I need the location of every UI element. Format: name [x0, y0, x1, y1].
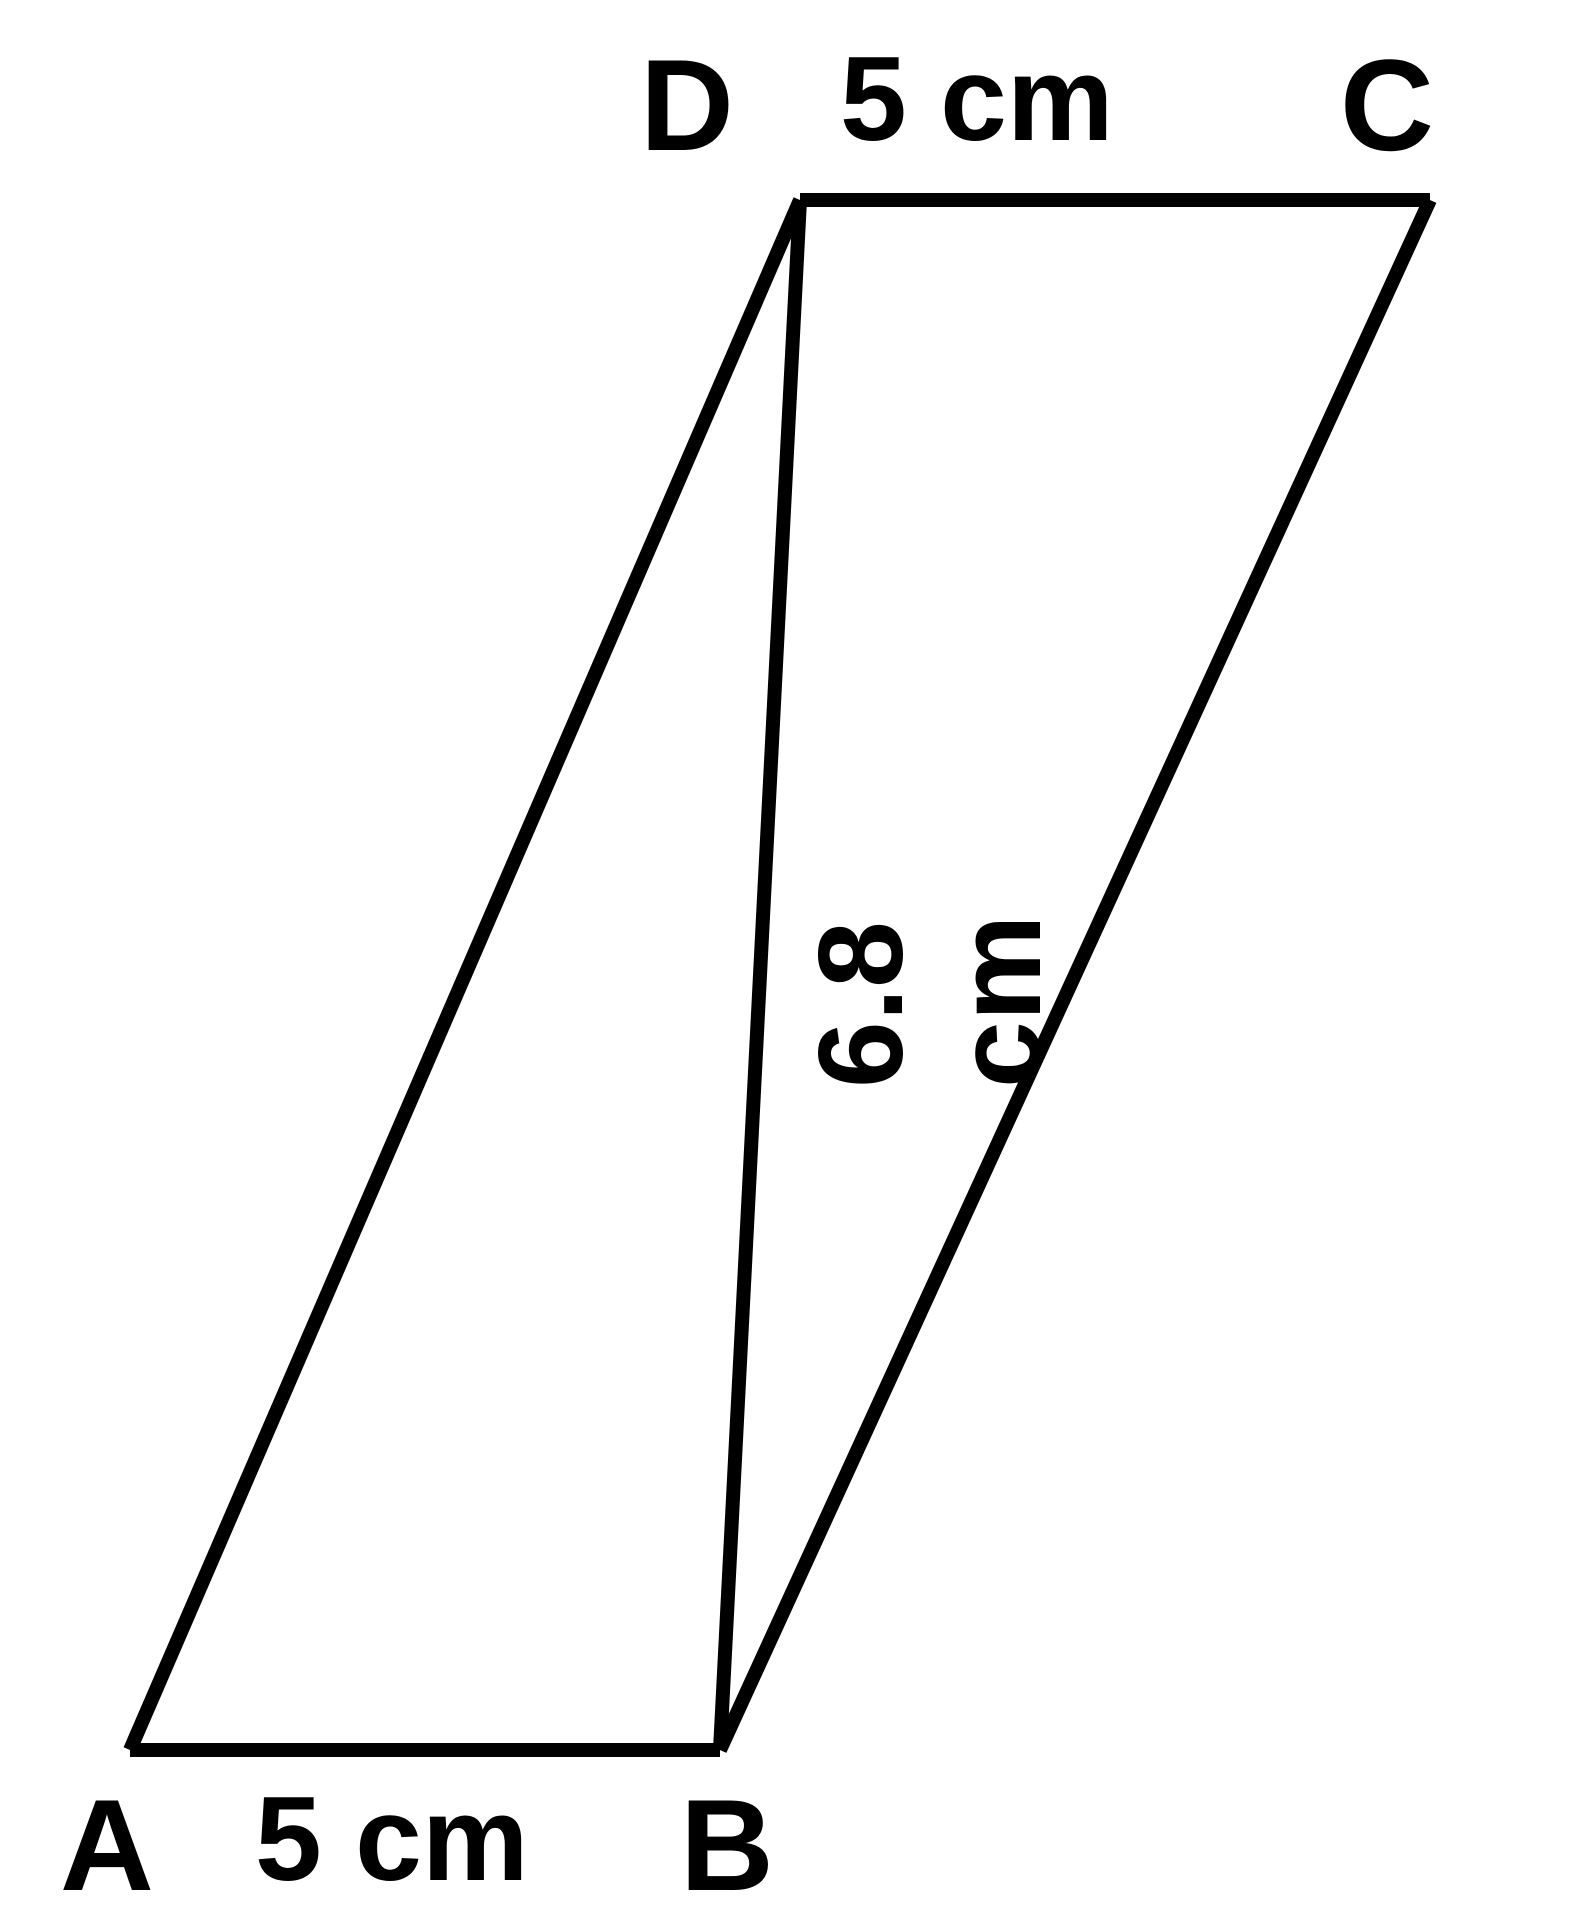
edge-ab-length: 5 cm: [255, 1770, 529, 1908]
edge-da: [130, 200, 800, 1750]
vertex-c-label: C: [1340, 30, 1434, 180]
vertex-b-label: B: [680, 1770, 774, 1920]
vertex-a-label: A: [60, 1770, 154, 1920]
edge-dc-length: 5 cm: [840, 30, 1114, 168]
parallelogram-diagram: A 5 cm B D 5 cm C 6.8 cm: [0, 0, 1572, 1926]
diagonal-bd: [720, 200, 800, 1750]
vertex-d-label: D: [640, 30, 734, 180]
diagonal-bd-length: 6.8 cm: [792, 888, 1068, 1088]
parallelogram-svg: [0, 0, 1572, 1926]
